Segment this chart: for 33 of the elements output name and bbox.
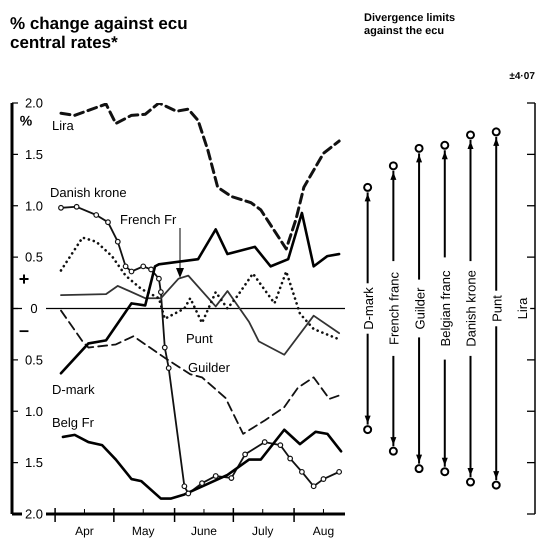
series-label: Guilder bbox=[188, 360, 231, 375]
y-tick-label: 0.5 bbox=[24, 352, 44, 368]
x-tick-label: Punt bbox=[489, 294, 504, 322]
y-tick-label: 2.0 bbox=[24, 96, 44, 110]
x-tick-label: July bbox=[252, 524, 274, 538]
y-tick-label: 0.5 bbox=[24, 250, 44, 265]
y-tick-label: 1.0 bbox=[24, 404, 44, 419]
series-label: Belg Fr bbox=[52, 415, 95, 430]
y-tick-label: 0 bbox=[30, 301, 38, 316]
x-tick-label: D-mark bbox=[360, 286, 376, 330]
annotation: + bbox=[18, 269, 30, 289]
y-tick-label: 2.0 bbox=[24, 506, 44, 522]
series-label: D-mark bbox=[52, 382, 96, 397]
series-label: Danish krone bbox=[50, 185, 127, 200]
x-tick-label: June bbox=[190, 524, 218, 538]
y-tick-label: 1.5 bbox=[24, 455, 44, 470]
text: ±4·07 bbox=[509, 71, 536, 82]
chart-title: Divergence limits against the ecu bbox=[364, 12, 456, 38]
series-label: Lira bbox=[52, 118, 74, 133]
y-axis-title: % bbox=[20, 112, 33, 129]
x-tick-label: French franc bbox=[386, 272, 402, 345]
text: French Fr bbox=[120, 212, 178, 227]
x-tick-label: Apr bbox=[75, 524, 94, 538]
y-tick-label: 1.5 bbox=[24, 146, 44, 162]
x-tick-label: Aug bbox=[312, 524, 334, 538]
annotation: – bbox=[18, 320, 30, 340]
x-tick-label: May bbox=[132, 524, 155, 538]
x-tick-label: Danish krone bbox=[464, 270, 479, 347]
x-tick-label: Lira bbox=[515, 296, 530, 320]
chart-title: % change against ecu central rates* bbox=[10, 14, 189, 52]
x-tick-label: Guilder bbox=[412, 286, 428, 330]
y-tick-label: 1.0 bbox=[24, 198, 44, 214]
x-tick-label: Belgian franc bbox=[438, 270, 453, 346]
